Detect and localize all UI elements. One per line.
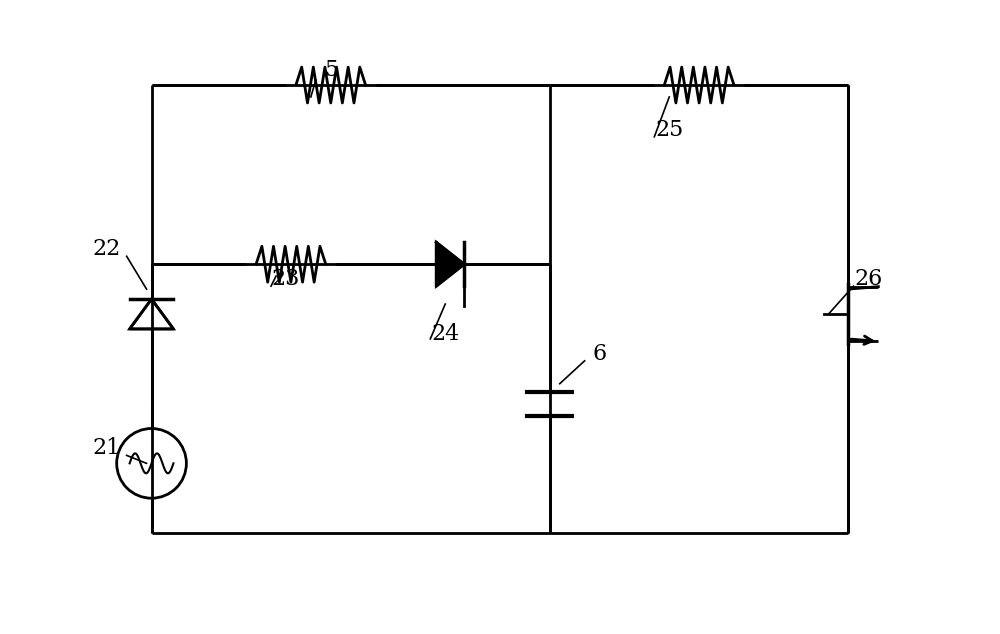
Text: 22: 22 <box>93 238 121 261</box>
Polygon shape <box>436 242 464 286</box>
Text: 26: 26 <box>854 268 883 290</box>
Text: 24: 24 <box>431 323 459 345</box>
Text: 5: 5 <box>324 59 338 81</box>
Text: 21: 21 <box>93 437 121 460</box>
Text: 6: 6 <box>592 343 607 365</box>
Text: 23: 23 <box>272 268 300 290</box>
Text: 25: 25 <box>655 119 683 141</box>
